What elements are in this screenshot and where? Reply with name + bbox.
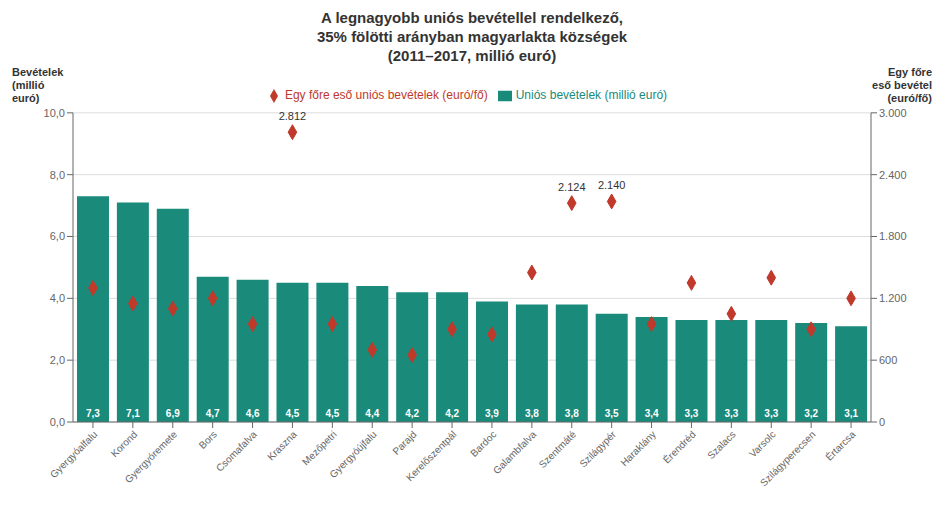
svg-text:3,3: 3,3 (724, 408, 738, 419)
svg-text:3,3: 3,3 (764, 408, 778, 419)
svg-text:7,1: 7,1 (126, 408, 140, 419)
svg-text:Szilágypér: Szilágypér (577, 428, 618, 469)
svg-text:4,5: 4,5 (325, 408, 339, 419)
svg-text:7,3: 7,3 (86, 408, 100, 419)
html-text:Egy főre: Egy főre (888, 66, 932, 78)
svg-text:6,0: 6,0 (50, 230, 65, 242)
svg-text:Varsolc: Varsolc (747, 429, 778, 460)
html-text:A legnagyobb uniós bevétellel: A legnagyobb uniós bevétellel rendelkező… (321, 9, 623, 26)
svg-text:Csomafalva: Csomafalva (214, 428, 259, 473)
svg-text:Kerelőszentpál: Kerelőszentpál (404, 429, 459, 484)
svg-text:1.800: 1.800 (879, 230, 907, 242)
svg-text:3,8: 3,8 (525, 408, 539, 419)
svg-text:3,2: 3,2 (804, 408, 818, 419)
svg-text:Bardoc: Bardoc (468, 429, 498, 459)
html-text:(2011–2017, millió euró): (2011–2017, millió euró) (387, 47, 557, 64)
svg-text:Értarcsa: Értarcsa (823, 428, 858, 463)
html-text:euró): euró) (12, 92, 40, 104)
html-text:(millió: (millió (12, 79, 45, 91)
html-text:(euró/fő): (euró/fő) (887, 92, 932, 104)
svg-text:8,0: 8,0 (50, 169, 65, 181)
svg-text:Korond: Korond (109, 429, 140, 460)
html-text:35% fölötti arányban magyarlak: 35% fölötti arányban magyarlakta községe… (316, 28, 628, 45)
svg-text:Szilágyperecsen: Szilágyperecsen (758, 429, 818, 489)
svg-text:Gyergyóalfalu: Gyergyóalfalu (48, 429, 99, 480)
svg-text:10,0: 10,0 (44, 107, 65, 119)
svg-text:4,4: 4,4 (365, 408, 379, 419)
html-text:Egy főre eső uniós bevételek (: Egy főre eső uniós bevételek (euró/fő) (284, 88, 488, 102)
svg-text:2.124: 2.124 (558, 181, 586, 193)
svg-text:4,2: 4,2 (445, 408, 459, 419)
html-text:eső bevétel: eső bevétel (872, 79, 932, 91)
svg-text:4,0: 4,0 (50, 292, 65, 304)
svg-text:3,5: 3,5 (605, 408, 619, 419)
html-text:Uniós bevételek (millió euró): Uniós bevételek (millió euró) (515, 88, 668, 102)
svg-text:Mezőpetri: Mezőpetri (300, 429, 339, 468)
svg-text:2.400: 2.400 (879, 169, 907, 181)
svg-text:Galambfalva: Galambfalva (491, 428, 539, 476)
svg-text:1.200: 1.200 (879, 292, 907, 304)
svg-text:2.140: 2.140 (598, 179, 626, 191)
svg-text:3,1: 3,1 (844, 408, 858, 419)
svg-text:Haraklány: Haraklány (618, 429, 658, 469)
svg-text:Bors: Bors (197, 429, 219, 451)
svg-text:Gyergyóremete: Gyergyóremete (123, 428, 180, 485)
svg-text:6,9: 6,9 (166, 408, 180, 419)
svg-text:Szentmáté: Szentmáté (537, 428, 579, 470)
svg-text:4,7: 4,7 (206, 408, 220, 419)
svg-text:3,9: 3,9 (485, 408, 499, 419)
svg-text:4,2: 4,2 (405, 408, 419, 419)
html-text:Bevételek: Bevételek (12, 66, 64, 78)
svg-text:Kraszna: Kraszna (265, 428, 299, 462)
svg-text:Szalacs: Szalacs (705, 429, 738, 462)
svg-text:4,6: 4,6 (246, 408, 260, 419)
svg-text:Érendréd: Érendréd (660, 428, 698, 466)
svg-text:2,0: 2,0 (50, 354, 65, 366)
svg-text:3,8: 3,8 (565, 408, 579, 419)
svg-text:3,3: 3,3 (685, 408, 699, 419)
svg-text:4,5: 4,5 (286, 408, 300, 419)
svg-text:Parajd: Parajd (390, 429, 418, 457)
svg-text:0: 0 (879, 416, 885, 428)
svg-text:0,0: 0,0 (50, 416, 65, 428)
svg-text:Gyergyóújfalu: Gyergyóújfalu (327, 429, 378, 480)
svg-text:3.000: 3.000 (879, 107, 907, 119)
svg-text:600: 600 (879, 354, 897, 366)
svg-text:3,4: 3,4 (645, 408, 659, 419)
svg-text:2.812: 2.812 (279, 110, 307, 122)
